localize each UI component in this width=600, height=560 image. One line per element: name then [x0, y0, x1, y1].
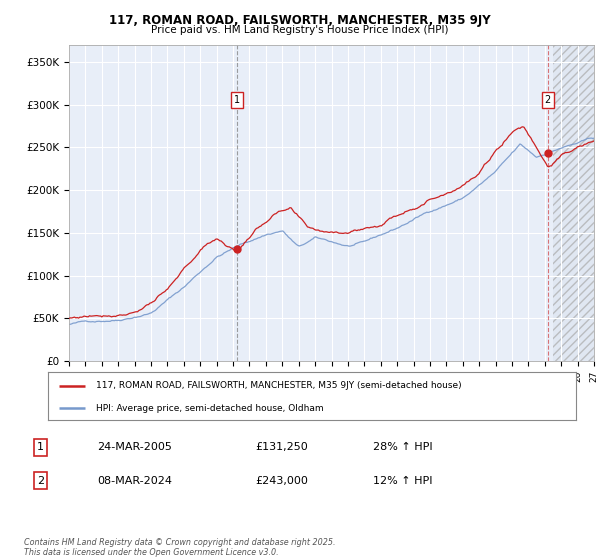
Text: £243,000: £243,000 — [255, 475, 308, 486]
Text: Contains HM Land Registry data © Crown copyright and database right 2025.
This d: Contains HM Land Registry data © Crown c… — [24, 538, 335, 557]
Text: 2: 2 — [37, 475, 44, 486]
Text: 117, ROMAN ROAD, FAILSWORTH, MANCHESTER, M35 9JY: 117, ROMAN ROAD, FAILSWORTH, MANCHESTER,… — [109, 14, 491, 27]
Bar — [553, 45, 594, 361]
Text: 117, ROMAN ROAD, FAILSWORTH, MANCHESTER, M35 9JY (semi-detached house): 117, ROMAN ROAD, FAILSWORTH, MANCHESTER,… — [95, 381, 461, 390]
Text: 2: 2 — [545, 95, 551, 105]
Text: 1: 1 — [234, 95, 240, 105]
Text: 1: 1 — [37, 442, 44, 452]
Text: HPI: Average price, semi-detached house, Oldham: HPI: Average price, semi-detached house,… — [95, 404, 323, 413]
Text: 12% ↑ HPI: 12% ↑ HPI — [373, 475, 433, 486]
Text: Price paid vs. HM Land Registry's House Price Index (HPI): Price paid vs. HM Land Registry's House … — [151, 25, 449, 35]
Text: 08-MAR-2024: 08-MAR-2024 — [97, 475, 172, 486]
Text: 24-MAR-2005: 24-MAR-2005 — [97, 442, 172, 452]
Text: 28% ↑ HPI: 28% ↑ HPI — [373, 442, 433, 452]
Text: £131,250: £131,250 — [255, 442, 308, 452]
